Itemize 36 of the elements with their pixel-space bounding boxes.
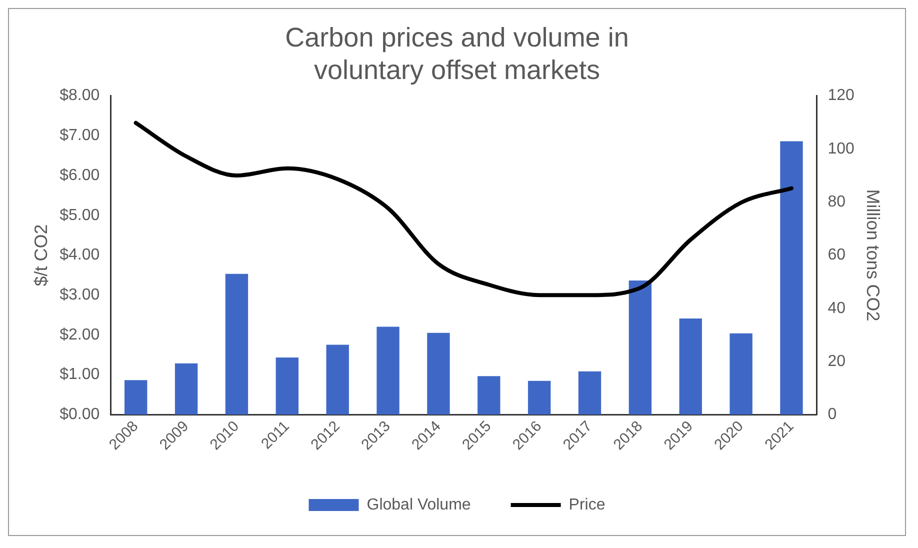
bar — [478, 376, 500, 415]
y-tick-label: $5.00 — [60, 206, 100, 224]
y-tick-label: $6.00 — [60, 166, 100, 184]
y2-tick-label: 60 — [828, 246, 846, 264]
y-tick-label: $4.00 — [60, 246, 100, 264]
bar — [628, 280, 652, 415]
chart-title: Carbon prices and volume in voluntary offset markets — [285, 22, 629, 86]
bar — [124, 380, 148, 415]
line-series — [134, 120, 794, 298]
y2-tick-label: 100 — [828, 140, 854, 158]
bar — [376, 326, 400, 415]
y2-tick-label: 40 — [828, 300, 846, 317]
y-axis-title: $/t CO2 — [30, 224, 51, 286]
bar — [276, 358, 299, 415]
bar — [528, 380, 551, 415]
y-tick-label: $1.00 — [60, 366, 100, 384]
y-tick-label: $2.00 — [60, 326, 100, 344]
bar — [225, 274, 248, 415]
y2-tick-label: 120 — [828, 87, 854, 104]
bar — [679, 318, 702, 415]
y2-tick-label: 80 — [828, 194, 846, 210]
bar — [730, 333, 752, 415]
y-tick-label: $3.00 — [60, 286, 100, 304]
bar — [427, 332, 450, 415]
bar — [578, 371, 602, 415]
legend-label: Price — [568, 496, 606, 514]
y2-tick-label: 20 — [828, 352, 846, 370]
bar — [174, 363, 198, 415]
bar — [780, 141, 803, 415]
y-tick-label: $0.00 — [60, 406, 100, 424]
y-tick-label: $8.00 — [60, 87, 100, 104]
y-tick-label: $7.00 — [60, 127, 100, 144]
y2-axis-title: Million tons CO2 — [863, 189, 884, 322]
bar — [326, 344, 349, 415]
legend-label: Global Volume — [366, 496, 471, 514]
y2-tick-label: 0 — [828, 406, 837, 424]
